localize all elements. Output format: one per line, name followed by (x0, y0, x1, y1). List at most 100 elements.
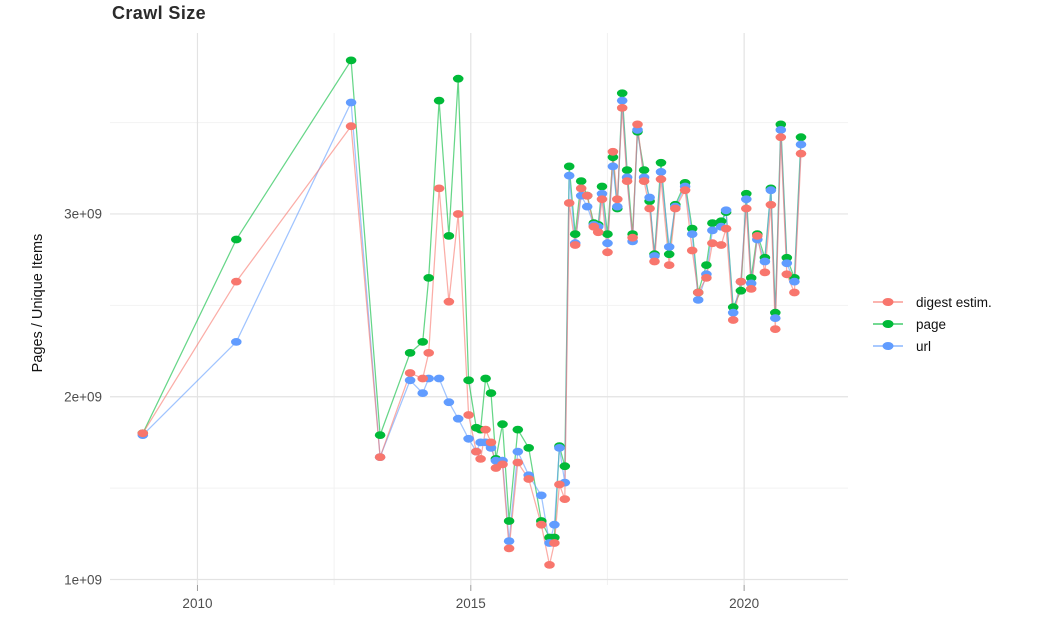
data-point-digestestim (638, 177, 650, 186)
data-point-page (745, 274, 757, 282)
data-point-page (417, 338, 429, 346)
data-point-digestestim (686, 246, 698, 255)
data-point-page (512, 425, 524, 434)
data-point-url (741, 195, 752, 204)
data-point-url (765, 186, 777, 195)
data-point-digestestim (471, 447, 482, 456)
data-point-page (735, 286, 747, 295)
data-point-url (720, 206, 732, 215)
data-point-page (452, 74, 464, 83)
data-point-digestestim (592, 228, 604, 237)
data-point-page (559, 462, 571, 471)
data-point-url (536, 491, 547, 500)
data-point-digestestim (765, 200, 777, 209)
data-point-digestestim (621, 177, 633, 186)
legend-key-dot (882, 298, 894, 306)
data-point-digestestim (137, 429, 149, 438)
data-point-digestestim (563, 199, 575, 207)
data-point-digestestim (701, 274, 712, 282)
data-point-url (649, 252, 660, 260)
data-point-url (549, 520, 560, 529)
data-point-digestestim (781, 270, 793, 279)
data-point-url (789, 277, 800, 286)
data-point-digestestim (602, 248, 613, 257)
data-point-url (452, 414, 464, 423)
data-point-digestestim (485, 438, 497, 447)
data-point-page (404, 349, 416, 357)
data-point-page (638, 166, 650, 175)
data-point-digestestim (423, 349, 435, 357)
data-point-digestestim (607, 147, 619, 156)
data-point-digestestim (404, 369, 416, 377)
series-line-url (142, 100, 802, 544)
data-point-digestestim (554, 480, 565, 489)
legend-item-page: page (873, 313, 992, 335)
data-point-digestestim (644, 204, 655, 213)
data-point-page (569, 230, 581, 239)
data-point-url (607, 162, 619, 171)
data-point-page (655, 158, 667, 167)
data-point-digestestim (663, 261, 675, 269)
data-point-url (443, 398, 455, 407)
data-point-digestestim (549, 539, 560, 547)
data-point-url (759, 257, 771, 266)
data-point-digestestim (759, 268, 771, 277)
data-point-page (727, 303, 739, 312)
data-point-page (497, 420, 508, 429)
data-point-page (781, 253, 793, 262)
data-point-page (607, 153, 619, 162)
data-point-digestestim (727, 316, 739, 324)
data-point-url (727, 308, 739, 317)
data-point-page (374, 431, 386, 439)
data-point-page (463, 376, 474, 385)
data-point-page (602, 230, 613, 239)
data-point-page (345, 56, 357, 65)
data-point-digestestim (741, 204, 752, 213)
data-point-page (686, 224, 698, 233)
data-point-page (663, 250, 675, 259)
data-point-digestestim (523, 475, 534, 483)
data-point-digestestim (655, 175, 667, 184)
data-point-digestestim (569, 241, 581, 249)
data-point-url (745, 279, 757, 288)
data-point-page (423, 274, 435, 282)
data-point-digestestim (452, 210, 464, 218)
data-point-url (692, 296, 704, 304)
data-point-page (616, 89, 628, 98)
data-point-digestestim (692, 288, 704, 297)
data-point-url (663, 243, 675, 251)
data-point-digestestim (627, 233, 638, 242)
data-point-digestestim (795, 149, 807, 158)
data-point-url (770, 314, 781, 322)
data-point-page (775, 120, 787, 129)
y-tick-label-2e+09: 2e+09 (64, 389, 102, 405)
data-point-page (707, 219, 718, 228)
x-tick-label-2020: 2020 (729, 596, 760, 611)
data-point-page (485, 389, 497, 397)
data-point-digestestim (480, 425, 491, 434)
data-point-url (775, 125, 787, 134)
data-point-page (549, 533, 560, 542)
data-point-digestestim (433, 184, 445, 193)
data-point-digestestim (575, 184, 587, 193)
data-point-url (417, 389, 429, 397)
data-point-url (433, 374, 445, 383)
data-point-url (485, 444, 497, 452)
data-point-url (563, 171, 575, 180)
x-tick-label-2015: 2015 (455, 596, 486, 611)
data-point-digestestim (745, 285, 757, 293)
data-point-digestestim (649, 257, 660, 266)
data-point-digestestim (789, 288, 800, 297)
data-point-page (231, 235, 242, 244)
data-point-digestestim (544, 561, 555, 569)
data-point-digestestim (720, 224, 732, 233)
data-point-page (503, 517, 515, 525)
data-point-url (632, 125, 643, 134)
data-point-url (707, 226, 718, 235)
data-point-digestestim (512, 458, 524, 467)
data-point-url (596, 189, 608, 198)
data-point-digestestim (770, 325, 781, 333)
data-point-url (554, 444, 565, 452)
legend-item-digestestim: digest estim. (873, 291, 992, 313)
data-point-digestestim (632, 120, 643, 129)
